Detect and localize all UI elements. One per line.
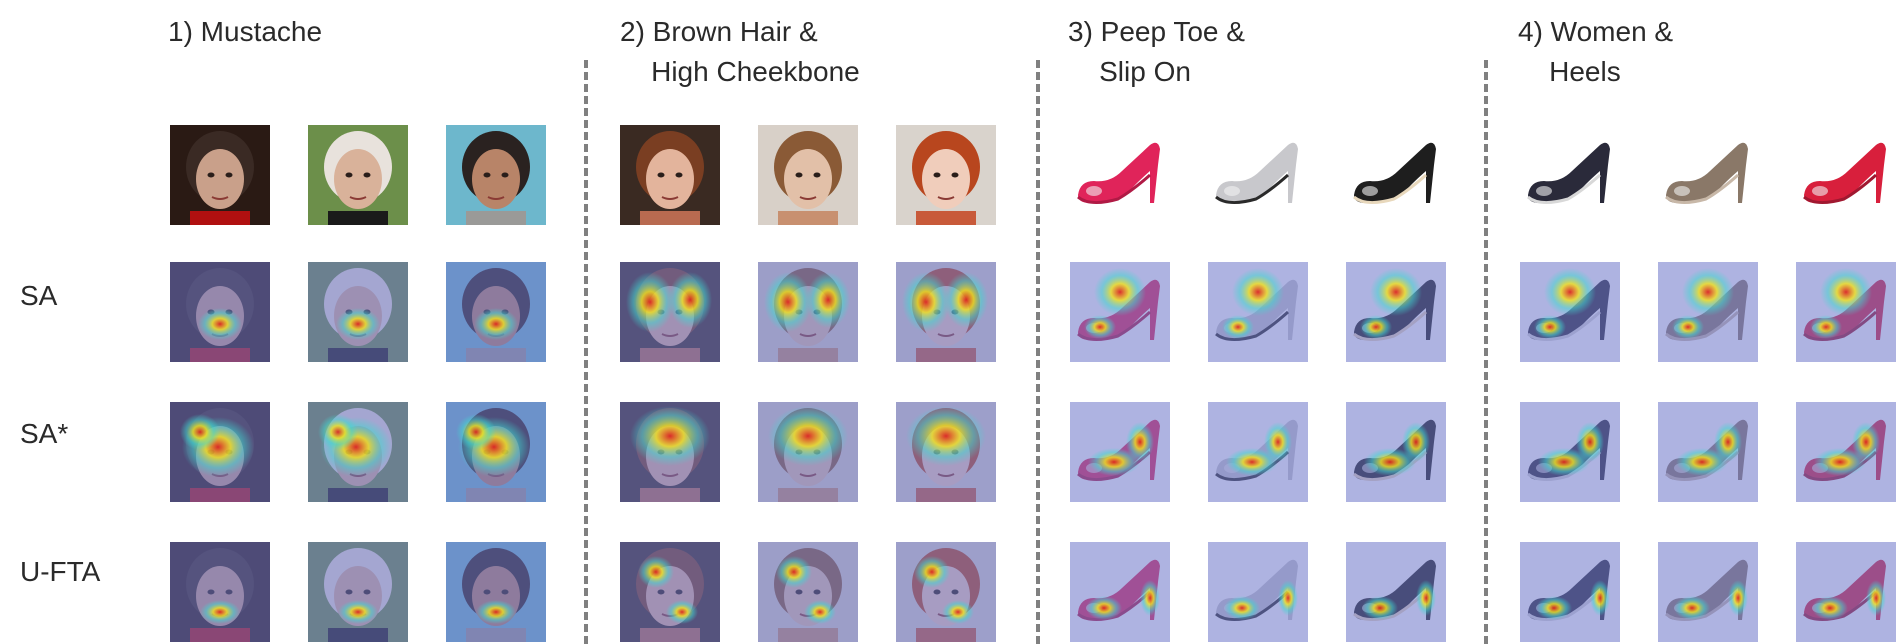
input-image-g3-c3 — [1346, 125, 1446, 225]
input-image-g1-c3 — [446, 125, 546, 225]
input-image-g3-c2 — [1208, 125, 1308, 225]
heatmap-sa-g4-c3 — [1796, 402, 1896, 502]
heatmap-sa-g1-c2 — [308, 262, 408, 362]
heatmap-ufta-g1-c2 — [308, 542, 408, 642]
heatmap-sa-g3-c2 — [1208, 262, 1308, 362]
heatmap-sa-g2-c1 — [620, 402, 720, 502]
input-image-g1-c2 — [308, 125, 408, 225]
input-image-g4-c1 — [1520, 125, 1620, 225]
heatmap-ufta-g2-c2 — [758, 542, 858, 642]
group-divider — [1484, 60, 1488, 644]
input-image-g4-c3 — [1796, 125, 1896, 225]
input-image-g2-c1 — [620, 125, 720, 225]
heatmap-sa-g2-c1 — [620, 262, 720, 362]
heatmap-sa-g4-c1 — [1520, 402, 1620, 502]
heatmap-sa-g3-c1 — [1070, 402, 1170, 502]
heatmap-sa-g2-c2 — [758, 402, 858, 502]
heatmap-ufta-g4-c3 — [1796, 542, 1896, 642]
heatmap-sa-g2-c3 — [896, 262, 996, 362]
input-image-g2-c3 — [896, 125, 996, 225]
input-image-g2-c2 — [758, 125, 858, 225]
row-label-sa: SA — [20, 280, 58, 311]
heatmap-sa-g4-c2 — [1658, 262, 1758, 362]
group-divider — [584, 60, 588, 644]
heatmap-sa-g4-c1 — [1520, 262, 1620, 362]
heatmap-sa-g1-c1 — [170, 262, 270, 362]
input-image-g1-c1 — [170, 125, 270, 225]
heatmap-sa-g1-c2 — [308, 402, 408, 502]
group-title-4: 4) Women & Heels — [1518, 16, 1674, 87]
heatmap-ufta-g2-c3 — [896, 542, 996, 642]
heatmap-sa-g1-c1 — [170, 402, 270, 502]
heatmap-sa-g4-c2 — [1658, 402, 1758, 502]
input-image-g3-c1 — [1070, 125, 1170, 225]
heatmap-ufta-g4-c2 — [1658, 542, 1758, 642]
group-divider — [1036, 60, 1040, 644]
heatmap-sa-g3-c3 — [1346, 262, 1446, 362]
heatmap-ufta-g3-c2 — [1208, 542, 1308, 642]
heatmap-sa-g1-c3 — [446, 262, 546, 362]
group-title-1: 1) Mustache — [168, 16, 323, 47]
heatmap-ufta-g3-c1 — [1070, 542, 1170, 642]
group-title-3: 3) Peep Toe & Slip On — [1068, 16, 1245, 87]
row-label-u-fta: U-FTA — [20, 556, 101, 587]
heatmap-sa-g3-c2 — [1208, 402, 1308, 502]
heatmap-ufta-g4-c1 — [1520, 542, 1620, 642]
heatmap-ufta-g3-c3 — [1346, 542, 1446, 642]
heatmap-sa-g1-c3 — [446, 402, 546, 502]
heatmap-sa-g2-c2 — [758, 262, 858, 362]
heatmap-sa-g3-c3 — [1346, 402, 1446, 502]
heatmap-ufta-g2-c1 — [620, 542, 720, 642]
heatmap-sa-g4-c3 — [1796, 262, 1896, 362]
group-title-2: 2) Brown Hair & High Cheekbone — [620, 16, 860, 87]
heatmap-ufta-g1-c3 — [446, 542, 546, 642]
heatmap-sa-g3-c1 — [1070, 262, 1170, 362]
row-label-sa: SA* — [20, 418, 69, 449]
heatmap-sa-g2-c3 — [896, 402, 996, 502]
heatmap-ufta-g1-c1 — [170, 542, 270, 642]
input-image-g4-c2 — [1658, 125, 1758, 225]
